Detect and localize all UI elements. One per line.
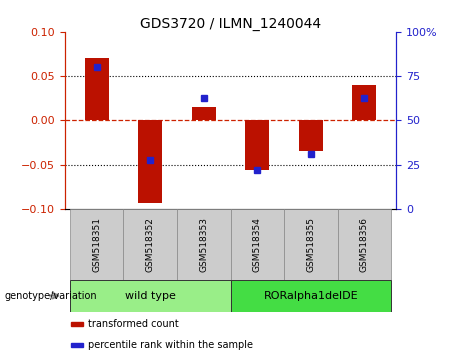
Text: GSM518351: GSM518351 bbox=[92, 217, 101, 272]
Bar bbox=[192, 107, 216, 120]
Text: wild type: wild type bbox=[125, 291, 176, 301]
Bar bbox=[85, 58, 109, 120]
Bar bbox=[245, 120, 269, 170]
Bar bbox=[299, 120, 323, 152]
Text: genotype/variation: genotype/variation bbox=[5, 291, 97, 301]
Bar bbox=[352, 85, 376, 120]
Text: percentile rank within the sample: percentile rank within the sample bbox=[88, 340, 253, 350]
Text: GSM518356: GSM518356 bbox=[360, 217, 369, 272]
Bar bbox=[230, 209, 284, 280]
Bar bbox=[124, 209, 177, 280]
Text: RORalpha1delDE: RORalpha1delDE bbox=[264, 291, 358, 301]
Text: GSM518352: GSM518352 bbox=[146, 217, 155, 272]
Title: GDS3720 / ILMN_1240044: GDS3720 / ILMN_1240044 bbox=[140, 17, 321, 31]
Text: GSM518353: GSM518353 bbox=[199, 217, 208, 272]
Bar bbox=[70, 280, 230, 312]
Text: GSM518355: GSM518355 bbox=[306, 217, 315, 272]
Bar bbox=[138, 120, 162, 202]
Bar bbox=[337, 209, 391, 280]
Bar bbox=[70, 209, 124, 280]
Bar bbox=[177, 209, 230, 280]
Bar bbox=[71, 343, 83, 347]
Text: transformed count: transformed count bbox=[88, 319, 178, 329]
Bar bbox=[284, 209, 337, 280]
Bar bbox=[230, 280, 391, 312]
Text: GSM518354: GSM518354 bbox=[253, 217, 262, 272]
Bar bbox=[71, 322, 83, 326]
